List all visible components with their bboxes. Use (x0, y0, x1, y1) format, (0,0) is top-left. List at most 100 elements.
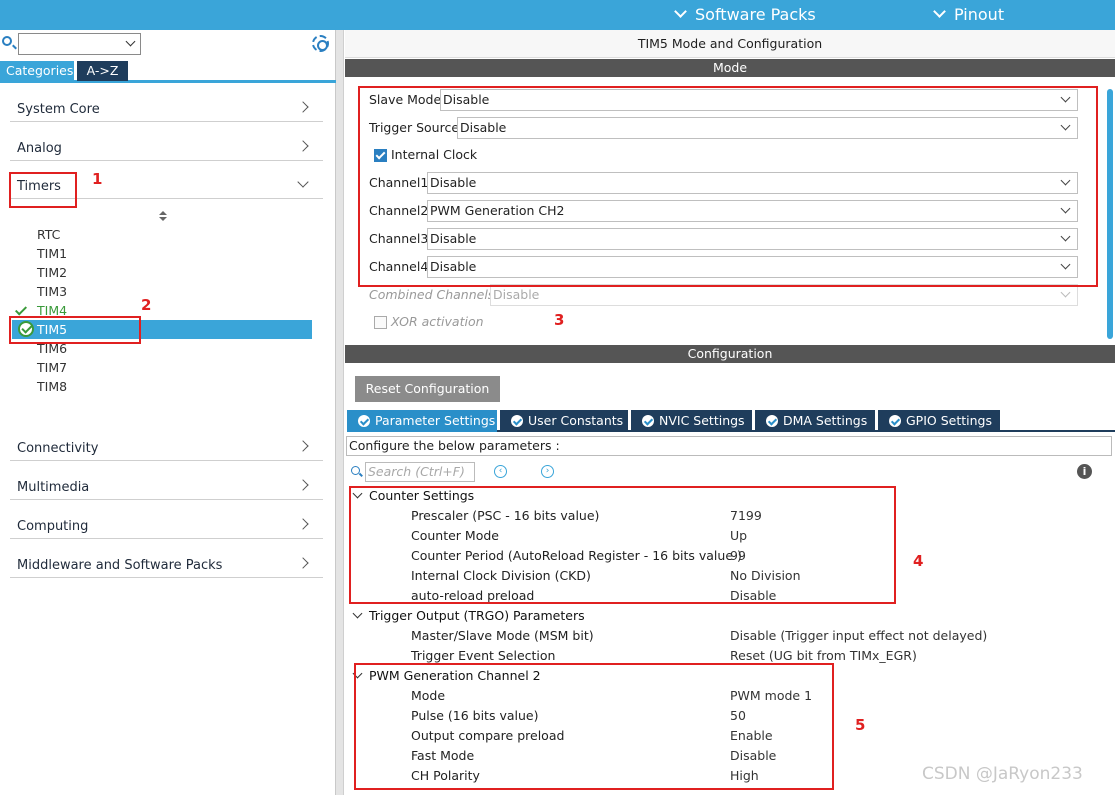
parameter-search-input[interactable]: Search (Ctrl+F) (365, 462, 475, 482)
pinout-menu[interactable]: Pinout (933, 0, 1004, 30)
tab-label: Parameter Settings (375, 413, 496, 428)
param-name: Pulse (16 bits value) (411, 708, 539, 723)
annotation-number-1: 1 (92, 170, 103, 188)
timer-item-tim8[interactable]: TIM8 (37, 379, 68, 394)
timer-item-tim2[interactable]: TIM2 (37, 265, 68, 280)
category-label: Timers (17, 179, 61, 194)
search-icon (351, 466, 360, 475)
tab-gpio-settings[interactable]: GPIO Settings (878, 410, 1000, 432)
collapse-caret-icon[interactable] (352, 608, 363, 619)
tab-user-constants[interactable]: User Constants (500, 410, 628, 432)
param-value[interactable]: Disable (730, 748, 777, 763)
annotation-box-tim5 (9, 316, 141, 344)
param-name: Master/Slave Mode (MSM bit) (411, 628, 594, 643)
search-placeholder: Search (Ctrl+F) (368, 464, 465, 479)
gear-icon[interactable] (312, 35, 329, 52)
annotation-box-mode (358, 86, 1098, 287)
select-value: PWM Generation CH2 (430, 203, 565, 218)
trigger-source-label: Trigger Source (369, 120, 460, 135)
select-value: Disable (460, 120, 507, 135)
tab-nvic-settings[interactable]: NVIC Settings (631, 410, 752, 432)
category-label: Middleware and Software Packs (17, 558, 223, 573)
timer-item-tim1[interactable]: TIM1 (37, 246, 68, 261)
chevron-right-icon (297, 479, 309, 491)
timer-item-tim3[interactable]: TIM3 (37, 284, 68, 299)
panel-splitter[interactable] (336, 30, 344, 795)
timer-item-tim5-selected[interactable]: TIM5 (12, 320, 312, 339)
internal-clock-checkbox[interactable] (374, 149, 387, 162)
check-circle-icon (358, 415, 370, 427)
timer-item-tim7[interactable]: TIM7 (37, 360, 68, 375)
param-value[interactable]: Up (730, 528, 748, 543)
mode-scrollbar[interactable] (1107, 89, 1113, 339)
tab-parameter-settings[interactable]: Parameter Settings (347, 410, 497, 432)
param-name: Mode (411, 688, 446, 703)
param-value[interactable]: No Division (730, 568, 801, 583)
param-name: Fast Mode (411, 748, 475, 763)
trigger-source-select[interactable]: Disable (457, 117, 1078, 139)
category-multimedia[interactable]: Multimedia (10, 462, 323, 500)
channel4-select[interactable]: Disable (427, 256, 1078, 278)
category-tabs: Categories A->Z (0, 61, 336, 83)
channel3-label: Channel3 (369, 231, 429, 246)
param-value[interactable]: 99 (730, 548, 746, 563)
chevron-right-icon (297, 518, 309, 530)
select-value: Disable (443, 92, 490, 107)
sort-icon[interactable] (159, 211, 167, 221)
category-search-combo[interactable] (18, 33, 141, 55)
channel4-label: Channel4 (369, 259, 429, 274)
tab-categories[interactable]: Categories (0, 61, 74, 81)
annotation-box-counter-settings (349, 486, 896, 604)
timer-item-rtc[interactable]: RTC (37, 227, 61, 242)
tab-a-to-z[interactable]: A->Z (77, 61, 128, 81)
annotation-number-4: 4 (913, 552, 924, 570)
channel2-select[interactable]: PWM Generation CH2 (427, 200, 1078, 222)
reset-configuration-button[interactable]: Reset Configuration (355, 376, 500, 402)
info-icon[interactable]: i (1077, 464, 1092, 479)
channel1-select[interactable]: Disable (427, 172, 1078, 194)
category-timers[interactable]: Timers (10, 161, 323, 199)
internal-clock-label: Internal Clock (391, 147, 478, 162)
category-middleware[interactable]: Middleware and Software Packs (10, 540, 323, 578)
chevron-left-icon[interactable]: ‹ (494, 465, 507, 478)
param-value[interactable]: Enable (730, 728, 773, 743)
param-name: CH Polarity (411, 768, 480, 783)
category-analog[interactable]: Analog (10, 123, 323, 161)
tab-label: GPIO Settings (906, 413, 992, 428)
tab-dma-settings[interactable]: DMA Settings (755, 410, 875, 432)
combined-channels-select: Disable (490, 284, 1078, 306)
software-packs-menu[interactable]: Software Packs (674, 0, 816, 30)
param-name: Counter Period (AutoReload Register - 16… (411, 548, 742, 563)
param-value[interactable]: Disable (730, 588, 777, 603)
check-circle-icon (766, 415, 778, 427)
category-system-core[interactable]: System Core (10, 84, 323, 122)
param-value[interactable]: PWM mode 1 (730, 688, 813, 703)
slave-mode-select[interactable]: Disable (440, 89, 1078, 111)
chevron-down-icon (125, 36, 136, 47)
xor-activation-label: XOR activation (391, 314, 484, 329)
annotation-box-timers (9, 172, 77, 208)
check-circle-icon (889, 415, 901, 427)
category-connectivity[interactable]: Connectivity (10, 423, 323, 461)
group-trigger-output[interactable]: Trigger Output (TRGO) Parameters (369, 608, 585, 623)
param-value[interactable]: 50 (730, 708, 746, 723)
param-value[interactable]: High (730, 768, 759, 783)
param-value[interactable]: Reset (UG bit from TIMx_EGR) (730, 648, 917, 663)
param-value[interactable]: 7199 (730, 508, 762, 523)
chevron-right-icon[interactable]: › (541, 465, 554, 478)
top-menu-bar: Software Packs Pinout (0, 0, 1115, 30)
select-value: Disable (430, 231, 477, 246)
group-counter-settings[interactable]: Counter Settings (369, 488, 475, 503)
timer-item-tim6[interactable]: TIM6 (37, 341, 68, 356)
timer-item-tim4[interactable]: TIM4 (37, 303, 68, 318)
check-circle-icon (642, 415, 654, 427)
category-label: Computing (17, 519, 89, 534)
chevron-down-icon (933, 5, 946, 18)
group-pwm-channel-2[interactable]: PWM Generation Channel 2 (369, 668, 541, 683)
category-label: Multimedia (17, 480, 90, 495)
check-circle-icon (18, 321, 34, 337)
param-value[interactable]: Disable (Trigger input effect not delaye… (730, 628, 988, 643)
chevron-right-icon (297, 557, 309, 569)
category-computing[interactable]: Computing (10, 501, 323, 539)
channel3-select[interactable]: Disable (427, 228, 1078, 250)
